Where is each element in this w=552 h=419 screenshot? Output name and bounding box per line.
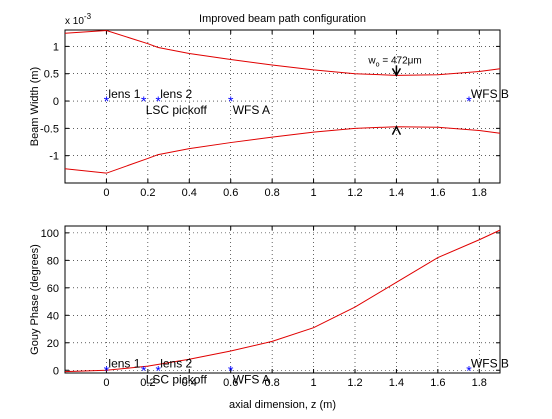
point-label: lens 1: [108, 87, 140, 101]
x-tick-label: 0.6: [223, 187, 238, 199]
data-line: [64, 126, 501, 174]
axes-box: [64, 29, 501, 184]
x-tick-label: 1.8: [472, 187, 487, 199]
y-tick-label: 20: [47, 338, 59, 350]
point-label: WFS B: [471, 356, 509, 370]
chart-title: Improved beam path configuration: [199, 13, 366, 25]
point-marker: *: [155, 362, 161, 378]
point-marker: *: [141, 362, 147, 378]
point-label: lens 1: [108, 356, 140, 370]
x-tick-label: 1.6: [430, 377, 445, 389]
y-tick-label: 40: [47, 310, 59, 322]
point-label: WFS B: [471, 87, 509, 101]
annotation-text: w: [367, 55, 376, 66]
y-tick-label: 100: [41, 228, 59, 240]
point-label: LSC pickoff: [146, 103, 208, 117]
x-tick-label: 0: [103, 187, 109, 199]
y-tick-label: 0.5: [44, 69, 59, 81]
x-tick-label: 1: [311, 187, 317, 199]
arrow: [391, 125, 402, 136]
x-tick-label: 1.8: [472, 377, 487, 389]
x-axis-label: axial dimension, z (m): [229, 399, 336, 411]
arrow: [391, 65, 402, 77]
x-tick-label: 1.6: [430, 187, 445, 199]
exponent-base: x 10: [65, 16, 84, 27]
x-tick-label: 0.4: [182, 187, 197, 199]
y-axis-label: Beam Width (m): [29, 67, 41, 146]
point-marker: *: [466, 93, 472, 109]
plot-area: [65, 226, 500, 373]
axes-box: [64, 225, 501, 374]
point-label: lens 2: [160, 87, 192, 101]
point-label: WFS A: [233, 372, 270, 386]
x-tick-label: 0.4: [182, 377, 197, 389]
exponent-power: -3: [84, 12, 92, 21]
x-tick-label: 1.4: [389, 187, 404, 199]
x-tick-label: 1.4: [389, 377, 404, 389]
y-tick-label: 60: [47, 283, 59, 295]
y-tick-label: 1: [53, 41, 59, 53]
annotation: wo = 472μm: [367, 55, 421, 68]
point-marker: *: [141, 93, 147, 109]
x-tick-label: 0.2: [140, 377, 155, 389]
y-tick-label: 0: [53, 365, 59, 377]
point-marker: *: [228, 93, 234, 109]
x-tick-label: 1.2: [347, 187, 362, 199]
y-tick-label: 0: [53, 96, 59, 108]
x-tick-label: 0.2: [140, 187, 155, 199]
point-marker: *: [104, 362, 110, 378]
y-tick-label: 80: [47, 255, 59, 267]
point-label: LSC pickoff: [146, 372, 208, 386]
y-tick-label: -0.5: [40, 123, 59, 135]
y-tick-label: -1: [49, 151, 59, 163]
annotation-sub: o: [376, 61, 380, 68]
x-tick-label: 0.6: [223, 377, 238, 389]
point-label: WFS A: [233, 103, 270, 117]
data-line: [64, 30, 501, 76]
point-marker: *: [104, 93, 110, 109]
x-tick-label: 0.8: [264, 187, 279, 199]
point-marker: *: [466, 362, 472, 378]
data-line: [64, 229, 501, 373]
point-marker: *: [228, 362, 234, 378]
point-marker: *: [155, 93, 161, 109]
annotation-rest: = 472μm: [380, 55, 422, 66]
axis-exponent: x 10-3: [65, 12, 92, 27]
point-label: lens 2: [160, 356, 192, 370]
plot-area: [65, 30, 500, 183]
x-tick-label: 0: [103, 377, 109, 389]
y-axis-label: Gouy Phase (degrees): [29, 244, 41, 355]
x-tick-label: 0.8: [264, 377, 279, 389]
x-tick-label: 1: [311, 377, 317, 389]
x-tick-label: 1.2: [347, 377, 362, 389]
